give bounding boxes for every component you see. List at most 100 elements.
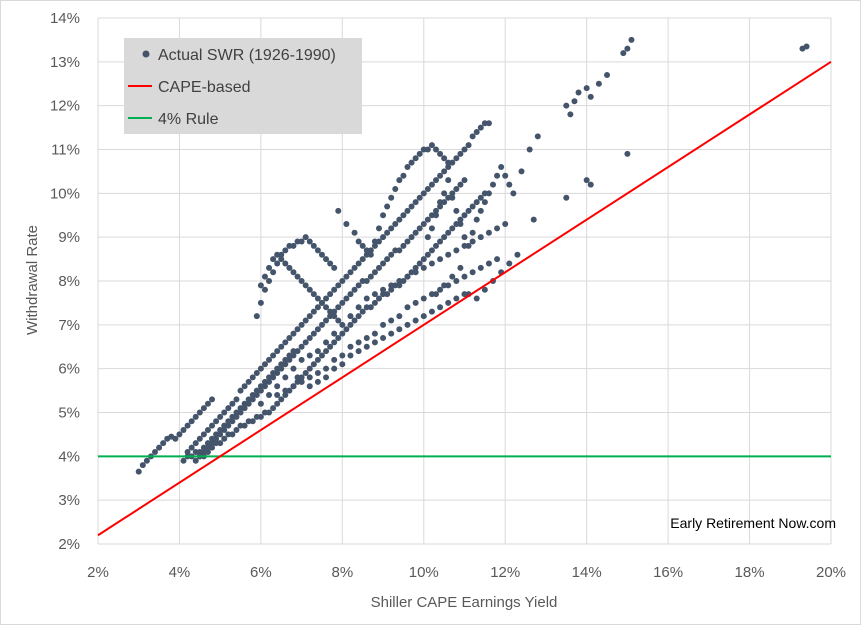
data-point xyxy=(432,291,439,298)
data-point xyxy=(298,378,305,385)
data-point xyxy=(266,391,273,398)
data-point xyxy=(620,50,627,57)
data-point xyxy=(188,444,195,451)
data-point xyxy=(282,374,289,381)
data-point xyxy=(217,440,224,447)
data-point xyxy=(428,260,435,267)
data-point xyxy=(449,194,456,201)
data-point xyxy=(416,150,423,157)
data-point xyxy=(274,391,281,398)
data-point xyxy=(404,238,411,245)
data-point xyxy=(408,203,415,210)
data-point xyxy=(412,155,419,162)
data-point xyxy=(437,172,444,179)
data-point xyxy=(457,264,464,271)
data-point xyxy=(335,304,342,311)
data-point xyxy=(286,334,293,341)
data-point xyxy=(453,155,460,162)
data-point xyxy=(323,374,330,381)
data-point xyxy=(424,251,431,258)
data-point xyxy=(461,234,468,241)
data-point xyxy=(233,409,240,416)
data-point xyxy=(298,321,305,328)
data-point xyxy=(363,334,370,341)
data-point xyxy=(249,418,256,425)
data-point xyxy=(204,448,211,455)
data-point xyxy=(237,387,244,394)
data-point xyxy=(221,435,228,442)
data-point xyxy=(477,194,484,201)
data-point xyxy=(335,334,342,341)
data-point xyxy=(432,212,439,219)
x-tick-label: 2% xyxy=(87,564,109,581)
data-point xyxy=(331,264,338,271)
data-point xyxy=(416,260,423,267)
data-point xyxy=(363,295,370,302)
data-point xyxy=(412,269,419,276)
data-point xyxy=(233,427,240,434)
data-point xyxy=(253,370,260,377)
data-point xyxy=(257,400,264,407)
data-point xyxy=(380,212,387,219)
data-point xyxy=(469,203,476,210)
data-point xyxy=(323,317,330,324)
data-point xyxy=(457,181,464,188)
data-point xyxy=(355,313,362,320)
data-point xyxy=(274,348,281,355)
data-point xyxy=(424,216,431,223)
data-point xyxy=(408,234,415,241)
data-point xyxy=(204,440,211,447)
data-point xyxy=(380,334,387,341)
data-point xyxy=(204,427,211,434)
data-point xyxy=(445,299,452,306)
data-point xyxy=(432,146,439,153)
data-point xyxy=(152,448,159,455)
data-point xyxy=(331,356,338,363)
data-point xyxy=(510,190,517,197)
data-point xyxy=(327,291,334,298)
x-tick-label: 16% xyxy=(653,564,683,581)
data-point xyxy=(404,207,411,214)
data-point xyxy=(587,93,594,100)
data-point xyxy=(261,383,268,390)
data-point xyxy=(294,326,301,333)
data-point xyxy=(314,295,321,302)
data-point xyxy=(494,172,501,179)
data-point xyxy=(404,321,411,328)
x-tick-label: 10% xyxy=(409,564,439,581)
data-point xyxy=(209,444,216,451)
data-point xyxy=(213,418,220,425)
y-tick-label: 7% xyxy=(58,317,80,334)
data-point xyxy=(445,229,452,236)
data-point xyxy=(335,207,342,214)
data-point xyxy=(347,352,354,359)
data-point xyxy=(469,238,476,245)
data-point xyxy=(530,216,537,223)
x-tick-label: 4% xyxy=(169,564,191,581)
data-point xyxy=(404,164,411,171)
data-point xyxy=(290,242,297,249)
data-point xyxy=(432,177,439,184)
data-point xyxy=(384,256,391,263)
data-point xyxy=(424,146,431,153)
data-point xyxy=(441,190,448,197)
data-point xyxy=(355,348,362,355)
data-point xyxy=(396,278,403,284)
data-point xyxy=(355,260,362,267)
data-point xyxy=(196,409,203,416)
data-point xyxy=(424,185,431,192)
data-point xyxy=(583,85,590,92)
data-point xyxy=(461,146,468,153)
data-point xyxy=(347,343,354,350)
data-point xyxy=(266,378,273,385)
data-point xyxy=(241,383,248,390)
data-point xyxy=(803,43,810,50)
data-point xyxy=(416,194,423,201)
data-point xyxy=(217,427,224,434)
data-point xyxy=(286,356,293,363)
data-point xyxy=(306,334,313,341)
data-point xyxy=(461,212,468,219)
data-point xyxy=(180,457,187,464)
data-point xyxy=(347,313,354,320)
data-point xyxy=(343,326,350,333)
